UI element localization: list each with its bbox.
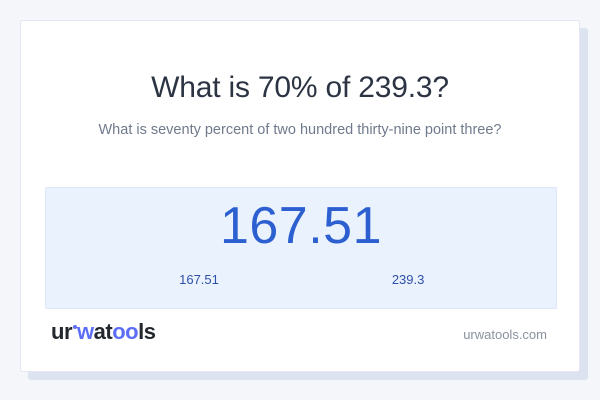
- site-url-label: urwatools.com: [463, 327, 547, 342]
- urwatools-logo[interactable]: ur w at oo ls: [51, 319, 156, 344]
- logo-text-part4: oo: [112, 319, 139, 344]
- logo-text-part2: w: [77, 319, 94, 344]
- page-title: What is 70% of 239.3?: [151, 71, 449, 104]
- logo-text-part5: ls: [138, 319, 156, 344]
- scale-label-left: 167.51: [179, 272, 219, 287]
- logo-text-part1: ur: [51, 319, 73, 344]
- page-subtitle: What is seventy percent of two hundred t…: [98, 121, 502, 138]
- card-footer: ur w at oo ls urwatools.com: [21, 307, 579, 371]
- result-box: 167.51 167.51 239.3: [45, 187, 557, 309]
- result-value: 167.51: [219, 197, 383, 255]
- scale-labels: 167.51 239.3: [46, 272, 556, 292]
- scale-label-right: 239.3: [391, 272, 425, 287]
- logo-dot-icon: [72, 325, 77, 329]
- logo-text-part3: at: [93, 319, 113, 344]
- result-card: What is 70% of 239.3? What is seventy pe…: [20, 20, 580, 372]
